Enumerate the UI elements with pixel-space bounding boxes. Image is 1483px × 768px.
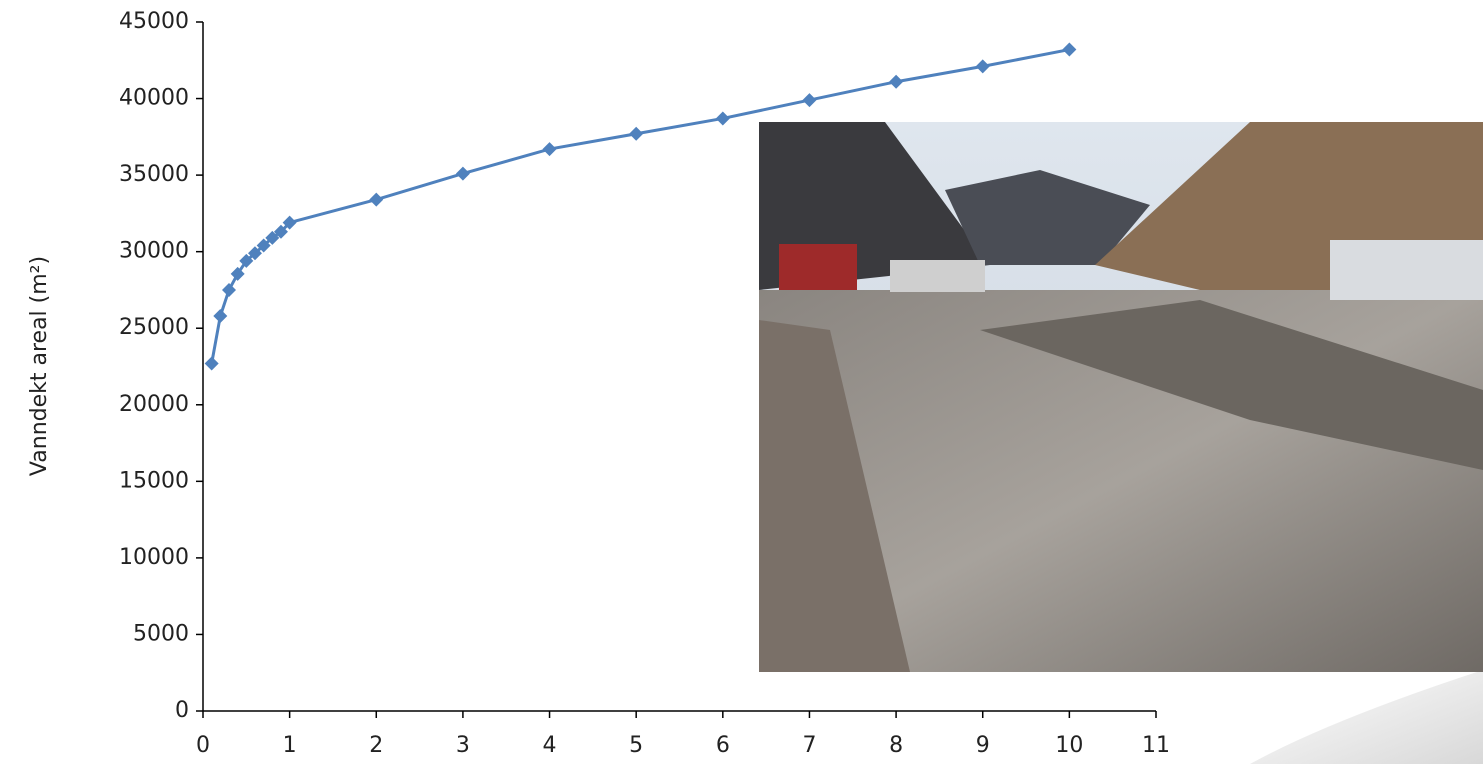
x-tick-label: 11	[1142, 733, 1170, 758]
y-axis-title: Vanndekt areal (m²)	[27, 256, 52, 476]
data-point	[543, 142, 557, 156]
chart: Vanndekt areal (m²) 0 5000 10000 15000 20000…	[0, 0, 1483, 764]
x-tick-label: 4	[543, 733, 557, 758]
y-tick-label: 35000	[119, 162, 189, 187]
data-point	[1062, 43, 1076, 57]
data-point	[369, 193, 383, 207]
data-point	[802, 93, 816, 107]
x-tick-label: 7	[802, 733, 816, 758]
x-tick-label: 3	[456, 733, 470, 758]
y-tick-label: 10000	[119, 545, 189, 570]
x-tick-label: 9	[976, 733, 990, 758]
data-point	[889, 75, 903, 89]
inset-photo	[759, 122, 1483, 672]
y-tick-label: 5000	[133, 621, 189, 646]
x-tick-label: 2	[369, 733, 383, 758]
y-tick-label: 45000	[119, 9, 189, 34]
x-tick-label: 5	[629, 733, 643, 758]
x-tick-label: 0	[196, 733, 210, 758]
x-tick-label: 1	[283, 733, 297, 758]
data-point	[629, 127, 643, 141]
data-point	[205, 356, 219, 370]
y-tick-label: 20000	[119, 392, 189, 417]
data-point	[976, 59, 990, 73]
y-tick-label: 15000	[119, 468, 189, 493]
data-point	[222, 283, 236, 297]
data-point	[213, 309, 227, 323]
x-tick-label: 6	[716, 733, 730, 758]
y-tick-label: 30000	[119, 239, 189, 264]
x-tick-label: 8	[889, 733, 903, 758]
x-tick-label: 10	[1055, 733, 1083, 758]
page: {"chart_data": {"type": "line", "y_label…	[0, 0, 1483, 764]
y-tick-label: 0	[175, 698, 189, 723]
data-point	[716, 111, 730, 125]
y-tick-label: 25000	[119, 315, 189, 340]
y-tick-label: 40000	[119, 86, 189, 111]
data-point	[456, 167, 470, 181]
decor-swoosh	[1250, 670, 1483, 764]
